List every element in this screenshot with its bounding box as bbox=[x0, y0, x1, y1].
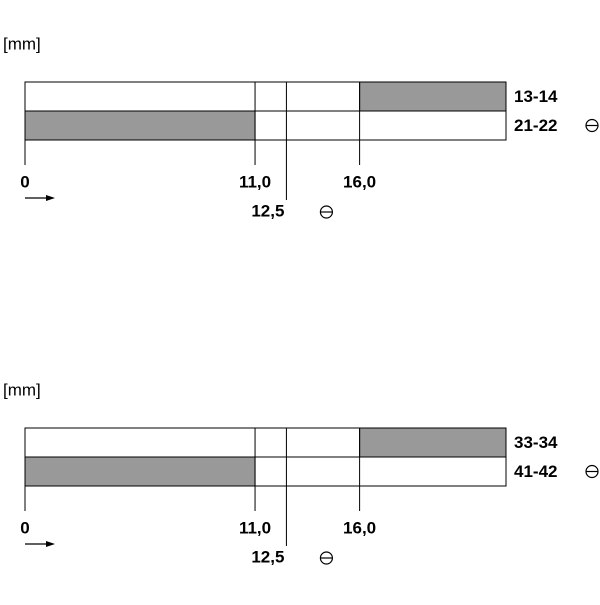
shaded-segment bbox=[359, 81, 507, 112]
contact-label: 21-22 bbox=[514, 116, 557, 135]
tick-label: 0 bbox=[20, 518, 29, 537]
unit-label: [mm] bbox=[3, 34, 41, 53]
tick-label: 11,0 bbox=[239, 518, 271, 537]
shaded-segment bbox=[24, 456, 256, 487]
tick-label: 12,5 bbox=[251, 547, 284, 566]
tick-label: 16,0 bbox=[343, 518, 376, 537]
contact-label: 41-42 bbox=[514, 462, 557, 481]
shaded-segment bbox=[24, 110, 256, 141]
contact-label: 13-14 bbox=[514, 87, 558, 106]
tick-label: 0 bbox=[20, 172, 29, 191]
tick-label: 11,0 bbox=[239, 172, 271, 191]
direction-arrowhead bbox=[46, 195, 55, 201]
tick-label: 12,5 bbox=[251, 201, 284, 220]
shaded-segment bbox=[359, 427, 507, 458]
direction-arrowhead bbox=[46, 541, 55, 547]
contact-label: 33-34 bbox=[514, 433, 558, 452]
tick-label: 16,0 bbox=[343, 172, 376, 191]
unit-label: [mm] bbox=[3, 380, 41, 399]
